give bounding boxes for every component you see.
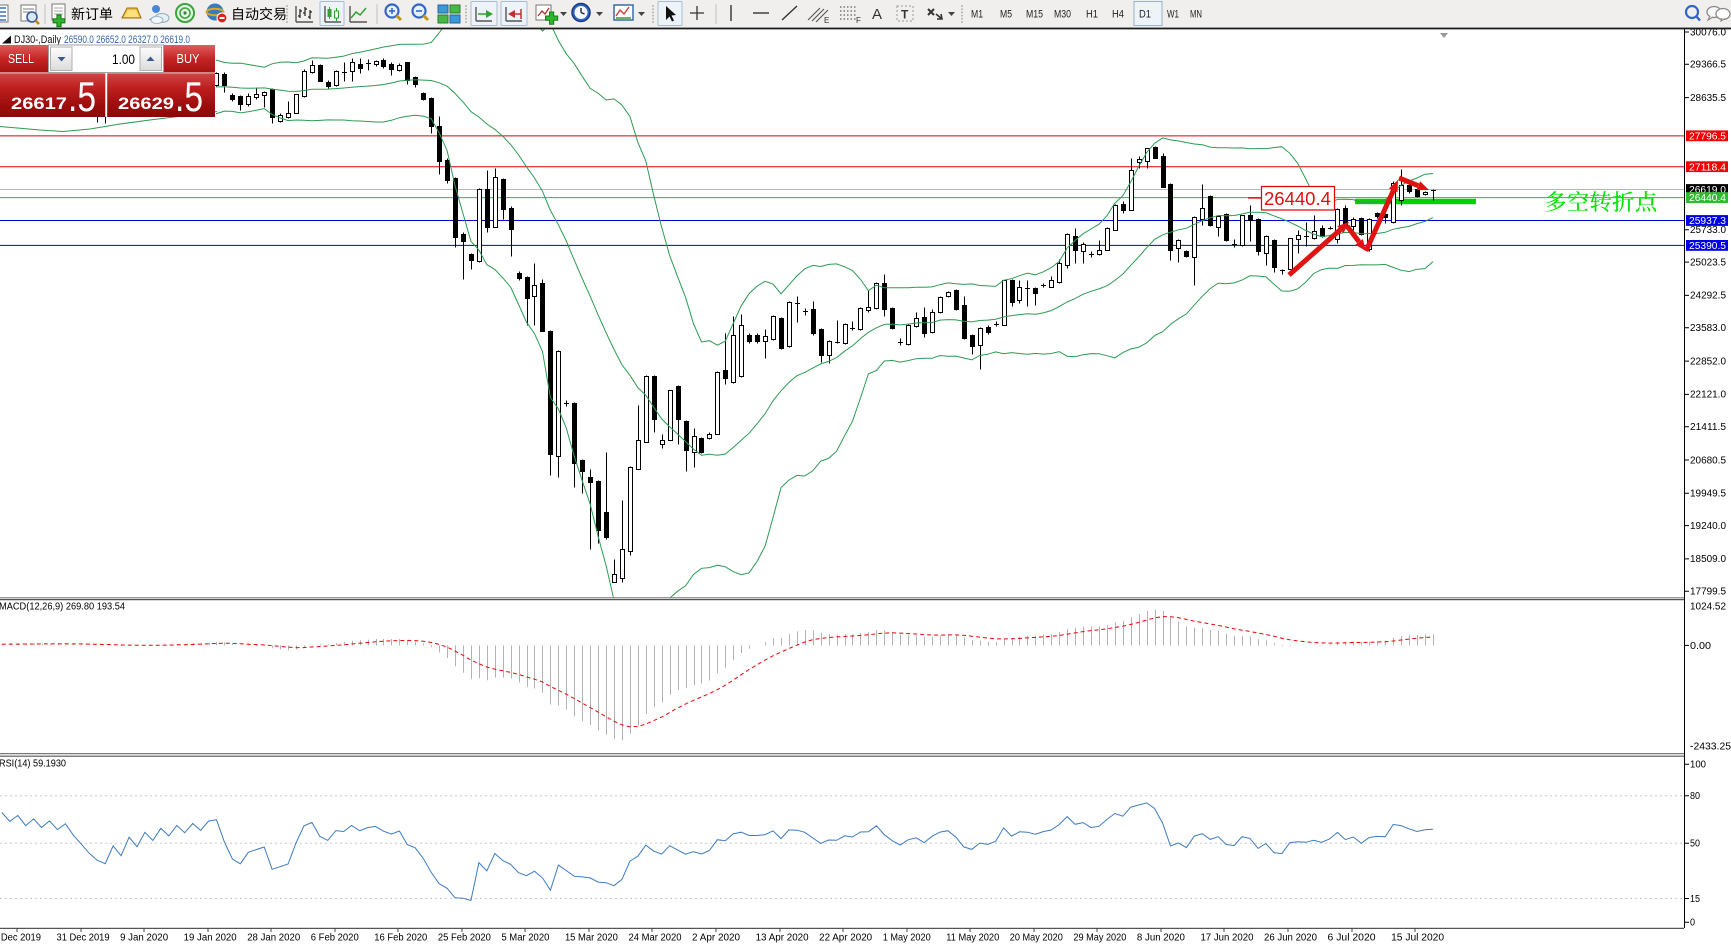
svg-text:26619.0: 26619.0 [1689,185,1726,196]
svg-text:6 Feb 2020: 6 Feb 2020 [311,933,359,944]
svg-text:22852.0: 22852.0 [1690,356,1726,367]
svg-text:22 Apr 2020: 22 Apr 2020 [819,933,872,944]
svg-text:26440.4: 26440.4 [1264,188,1331,209]
svg-text:2 Dec 2019: 2 Dec 2019 [0,933,41,944]
svg-text:15: 15 [1690,894,1700,905]
svg-text:28 Jan 2020: 28 Jan 2020 [247,933,300,944]
svg-text:6 Jul 2020: 6 Jul 2020 [1328,933,1376,944]
svg-text:M5: M5 [1000,9,1012,21]
svg-text:19240.0: 19240.0 [1690,521,1726,532]
svg-text:100: 100 [1690,760,1706,771]
svg-text:29366.5: 29366.5 [1690,60,1726,71]
svg-text:26440.4: 26440.4 [1689,193,1726,204]
svg-text:MN: MN [1190,9,1202,21]
svg-text:A: A [872,6,882,23]
svg-text:E: E [824,16,829,25]
svg-text:19949.5: 19949.5 [1690,489,1726,500]
svg-text:1024.52: 1024.52 [1690,602,1726,613]
svg-text:BUY: BUY [177,52,201,66]
svg-text:-2433.25: -2433.25 [1690,742,1731,753]
svg-text:13 Apr 2020: 13 Apr 2020 [756,933,809,944]
svg-text:T: T [901,8,909,22]
svg-text:M15: M15 [1026,9,1043,21]
svg-text:H4: H4 [1112,9,1124,21]
svg-text:1 May 2020: 1 May 2020 [883,933,931,944]
svg-text:.5: .5 [175,73,203,120]
svg-text:M30: M30 [1054,9,1071,21]
svg-text:30076.0: 30076.0 [1690,27,1726,38]
svg-text:17799.5: 17799.5 [1690,586,1726,597]
svg-text:28635.5: 28635.5 [1690,93,1726,104]
svg-text:23583.0: 23583.0 [1690,323,1726,334]
svg-text:50: 50 [1690,839,1700,850]
svg-text:20680.5: 20680.5 [1690,455,1726,466]
svg-text:DJ30-,Daily: DJ30-,Daily [14,34,61,46]
svg-text:26617: 26617 [11,95,67,113]
svg-text:SELL: SELL [8,52,34,66]
svg-text:26 Jun 2020: 26 Jun 2020 [1264,933,1317,944]
svg-text:26629: 26629 [118,95,174,113]
svg-text:19 Jan 2020: 19 Jan 2020 [184,933,237,944]
svg-text:15 Mar 2020: 15 Mar 2020 [565,933,618,944]
svg-text:26590.0 26652.0 26327.0 26619.: 26590.0 26652.0 26327.0 26619.0 [64,34,190,46]
svg-text:5 Mar 2020: 5 Mar 2020 [501,933,549,944]
svg-text:25937.3: 25937.3 [1689,216,1726,227]
svg-text:25 Feb 2020: 25 Feb 2020 [438,933,491,944]
svg-text:.5: .5 [68,73,96,120]
svg-text:16 Feb 2020: 16 Feb 2020 [374,933,427,944]
svg-text:22121.0: 22121.0 [1690,390,1726,401]
svg-text:2 Apr 2020: 2 Apr 2020 [692,933,740,944]
svg-text:D1: D1 [1139,9,1151,21]
svg-text:MACD(12,26,9) 269.80 193.54: MACD(12,26,9) 269.80 193.54 [0,602,125,613]
svg-text:M1: M1 [971,9,983,21]
svg-text:17 Jun 2020: 17 Jun 2020 [1200,933,1253,944]
svg-text:F: F [856,16,861,25]
svg-text:25733.0: 25733.0 [1690,225,1726,236]
svg-text:H1: H1 [1086,9,1098,21]
svg-text:RSI(14) 59.1930: RSI(14) 59.1930 [0,759,66,770]
svg-text:11 May 2020: 11 May 2020 [946,933,999,944]
svg-text:20 May 2020: 20 May 2020 [1010,933,1063,944]
svg-text:24 Mar 2020: 24 Mar 2020 [629,933,682,944]
svg-text:24292.5: 24292.5 [1690,291,1726,302]
svg-text:1.00: 1.00 [112,51,135,67]
svg-text:27118.4: 27118.4 [1689,162,1726,173]
svg-text:0.00: 0.00 [1690,641,1711,652]
svg-text:0: 0 [1690,918,1695,929]
svg-text:18509.0: 18509.0 [1690,554,1726,565]
svg-text:25390.5: 25390.5 [1689,241,1726,252]
svg-text:80: 80 [1690,791,1700,802]
svg-text:8 Jun 2020: 8 Jun 2020 [1137,933,1185,944]
svg-text:15 Jul 2020: 15 Jul 2020 [1391,933,1444,944]
svg-text:21411.5: 21411.5 [1690,422,1726,433]
svg-text:31 Dec 2019: 31 Dec 2019 [57,933,110,944]
svg-text:29 May 2020: 29 May 2020 [1073,933,1126,944]
svg-text:W1: W1 [1167,9,1179,21]
svg-text:25023.5: 25023.5 [1690,257,1726,268]
svg-text:9 Jan 2020: 9 Jan 2020 [120,933,168,944]
svg-text:27796.5: 27796.5 [1689,131,1726,142]
